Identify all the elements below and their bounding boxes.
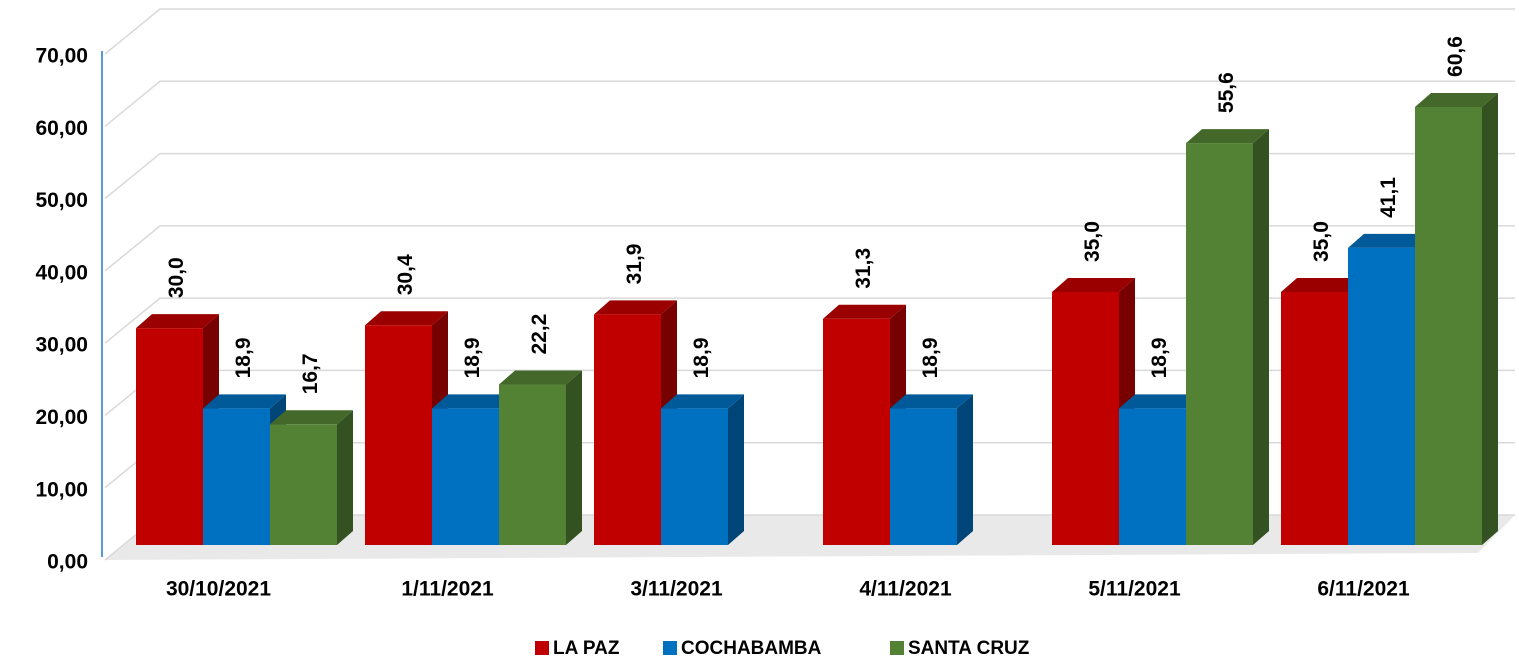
data-label: 18,9 [919, 338, 942, 379]
x-tick-label: 3/11/2021 [630, 578, 723, 601]
y-tick-label: 20,00 [35, 406, 88, 429]
y-tick-label: 40,00 [35, 261, 88, 284]
bar-top [365, 311, 448, 326]
bar [823, 318, 890, 545]
legend-label: COCHABAMBA [681, 638, 822, 658]
data-label: 31,9 [623, 244, 646, 285]
x-tick-label: 4/11/2021 [859, 578, 952, 601]
bar-side [1482, 92, 1498, 545]
legend-swatch [535, 641, 549, 655]
data-label: 31,3 [852, 248, 875, 289]
bar [1052, 292, 1119, 545]
data-label: 60,6 [1444, 36, 1467, 77]
legend-label: LA PAZ [553, 638, 620, 658]
bar [203, 408, 270, 545]
bar-top [823, 304, 906, 319]
legend-label: SANTA CRUZ [908, 638, 1030, 658]
grid-line [104, 8, 1515, 55]
x-tick-label: 1/11/2021 [401, 578, 494, 601]
y-tick-label: 0,00 [47, 551, 88, 574]
bar-top [270, 410, 353, 425]
y-tick-label: 30,00 [35, 334, 88, 357]
data-label: 16,7 [299, 353, 322, 394]
bar-top [890, 394, 973, 409]
bar [136, 328, 203, 545]
bar-side [957, 394, 973, 545]
legend-swatch [663, 641, 677, 655]
bar [1186, 143, 1253, 545]
bar-top [136, 314, 219, 329]
bar-top [661, 394, 744, 409]
grid-line [104, 152, 1515, 200]
data-label: 22,2 [528, 314, 551, 355]
x-tick-label: 5/11/2021 [1088, 578, 1181, 601]
data-label: 18,9 [690, 338, 713, 379]
bar-side [1253, 129, 1269, 545]
bar-top [1052, 278, 1135, 292]
data-label: 41,1 [1377, 177, 1400, 218]
bar [890, 408, 957, 545]
bar [365, 325, 432, 545]
data-label: 55,6 [1215, 72, 1238, 113]
bar [1348, 247, 1415, 546]
bar-side [728, 394, 744, 545]
bar-top [1186, 129, 1269, 144]
bar-top [1415, 92, 1498, 107]
bar-top [1348, 233, 1431, 248]
bar-top [1119, 394, 1202, 409]
y-tick-label: 70,00 [35, 45, 88, 68]
bar-top [499, 370, 582, 385]
y-tick-label: 50,00 [35, 189, 88, 212]
bar [594, 314, 661, 545]
bar-top [594, 300, 677, 315]
bar-side [337, 410, 353, 545]
data-label: 30,0 [165, 257, 188, 298]
bar [499, 384, 566, 545]
grid-line [104, 80, 1515, 127]
bar [432, 408, 499, 545]
data-label: 30,4 [394, 254, 417, 295]
data-label: 18,9 [232, 338, 255, 379]
data-label: 18,9 [1148, 338, 1171, 379]
bar [661, 408, 728, 545]
y-tick-label: 10,00 [35, 478, 88, 501]
legend-swatch [890, 641, 904, 655]
bar-top [1281, 278, 1364, 292]
bar [1415, 106, 1482, 545]
bar [1281, 292, 1348, 545]
grid-line [104, 225, 1515, 272]
bar [1119, 408, 1186, 545]
bar-top [432, 394, 515, 409]
data-label: 35,0 [1310, 221, 1333, 262]
x-tick-label: 6/11/2021 [1317, 578, 1410, 601]
y-tick-label: 60,00 [35, 117, 88, 140]
bar [270, 424, 337, 545]
bar-side [566, 370, 582, 545]
data-label: 18,9 [461, 338, 484, 379]
bar-top [203, 394, 286, 409]
data-label: 35,0 [1081, 221, 1104, 262]
x-tick-label: 30/10/2021 [166, 578, 271, 601]
